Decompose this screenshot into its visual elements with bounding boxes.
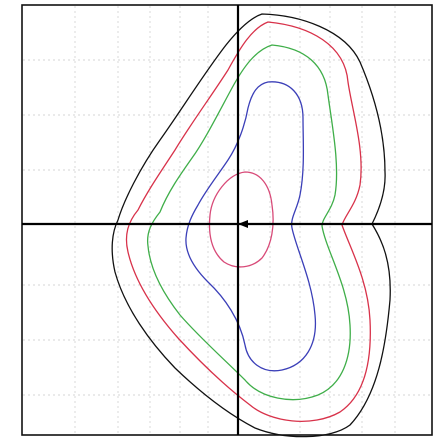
contour-outer [111,13,391,438]
horizontal-gridlines [23,59,431,396]
contour-inner [208,171,274,268]
vertical-gridlines [74,6,396,434]
contour-fourth [185,81,317,372]
contour-second [125,21,371,422]
contour-third [146,44,351,401]
plot-frame [21,4,433,436]
origin-marker [238,220,248,228]
